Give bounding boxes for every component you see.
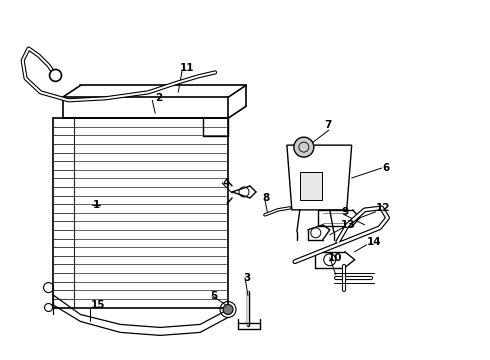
Text: 5: 5 (210, 291, 218, 301)
Text: 13: 13 (341, 220, 355, 230)
Text: 3: 3 (243, 273, 250, 283)
Circle shape (223, 305, 233, 315)
Polygon shape (287, 145, 352, 210)
Text: 12: 12 (376, 203, 390, 213)
Circle shape (49, 69, 62, 81)
Text: 10: 10 (328, 253, 342, 263)
Text: 11: 11 (180, 63, 195, 73)
Text: 7: 7 (324, 120, 331, 130)
Text: 15: 15 (91, 300, 105, 310)
Text: 14: 14 (367, 237, 381, 247)
Text: 1: 1 (93, 200, 99, 210)
Text: 4: 4 (222, 178, 229, 188)
Text: 9: 9 (342, 207, 349, 217)
Text: 6: 6 (383, 163, 390, 173)
Text: 2: 2 (155, 93, 163, 103)
Circle shape (294, 137, 314, 157)
Bar (300, 172, 322, 200)
Text: 8: 8 (262, 193, 269, 203)
